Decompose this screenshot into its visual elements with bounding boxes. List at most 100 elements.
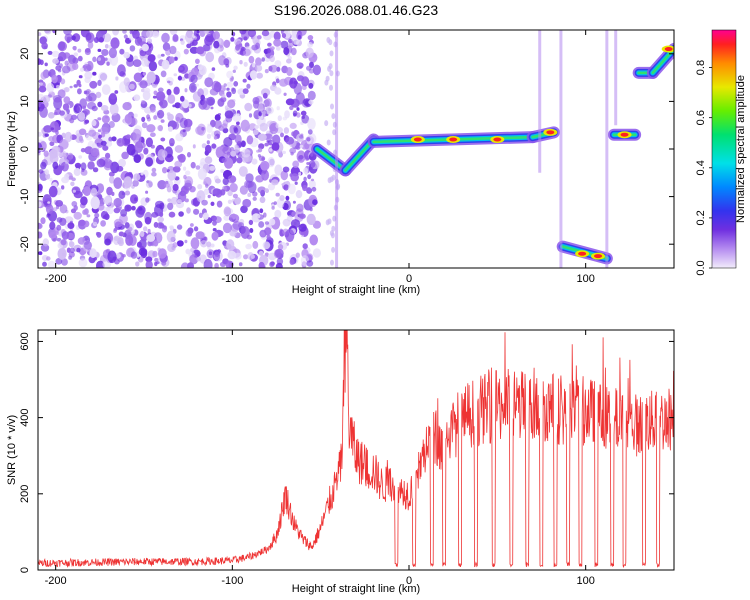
noise-blob — [114, 90, 119, 94]
noise-blob — [187, 227, 194, 234]
noise-blob — [126, 205, 130, 211]
noise-blob — [270, 256, 275, 261]
noise-blob — [146, 124, 156, 133]
noise-blob — [61, 185, 65, 190]
noise-blob — [141, 43, 149, 52]
noise-blob — [113, 228, 118, 232]
noise-blob — [214, 251, 220, 258]
noise-blob — [82, 64, 92, 72]
noise-blob — [64, 87, 70, 93]
spectrogram-noise — [38, 30, 341, 268]
noise-blob — [123, 51, 130, 59]
noise-blob — [205, 34, 215, 42]
noise-blob — [77, 88, 82, 95]
noise-blob — [292, 110, 298, 117]
noise-blob — [73, 205, 78, 211]
noise-blob — [63, 52, 71, 59]
noise-blob — [98, 134, 102, 139]
noise-blob — [306, 65, 312, 71]
noise-blob — [176, 224, 183, 230]
noise-blob — [261, 169, 269, 181]
snr-ticks: -200 -100 0 100 0 200 400 600 — [19, 330, 674, 587]
noise-blob — [80, 162, 87, 171]
noise-blob — [196, 252, 200, 257]
noise-blob — [160, 70, 167, 78]
noise-blob — [43, 150, 49, 157]
noise-blob — [160, 53, 165, 57]
noise-blob — [122, 102, 132, 111]
noise-blob — [214, 178, 221, 184]
noise-blob — [277, 244, 284, 250]
noise-blob — [56, 237, 62, 242]
noise-blob — [146, 116, 151, 122]
noise-blob — [47, 201, 51, 204]
noise-blob — [280, 40, 289, 49]
noise-blob — [48, 91, 55, 98]
noise-blob — [326, 139, 331, 146]
noise-blob — [38, 32, 42, 37]
noise-blob — [172, 104, 176, 108]
noise-blob — [122, 30, 127, 34]
noise-blob — [78, 258, 88, 268]
noise-blob — [307, 35, 314, 41]
noise-blob — [169, 138, 175, 147]
noise-blob — [204, 77, 214, 88]
noise-blob — [191, 67, 199, 77]
noise-blob — [312, 199, 318, 206]
noise-blob — [227, 199, 232, 204]
noise-blob — [195, 58, 200, 64]
noise-blob — [156, 91, 166, 101]
noise-blob — [309, 207, 313, 212]
noise-blob — [46, 82, 55, 93]
noise-blob — [73, 211, 82, 220]
noise-blob — [299, 144, 304, 148]
noise-blob — [47, 112, 55, 119]
noise-blob — [113, 197, 122, 208]
noise-blob — [201, 199, 208, 206]
noise-blob — [157, 125, 163, 131]
noise-blob — [324, 120, 329, 127]
noise-blob — [178, 67, 183, 71]
noise-blob — [72, 189, 76, 193]
noise-blob — [222, 222, 232, 234]
noise-blob — [261, 57, 266, 62]
noise-blob — [205, 144, 212, 154]
noise-blob — [97, 117, 102, 121]
noise-blob — [100, 210, 109, 220]
snr-series-line — [38, 330, 674, 569]
noise-blob — [144, 216, 152, 225]
noise-blob — [306, 213, 316, 225]
noise-blob — [251, 158, 258, 165]
noise-blob — [258, 221, 265, 228]
noise-blob — [274, 87, 282, 95]
noise-blob — [177, 75, 182, 81]
noise-blob — [290, 151, 294, 156]
noise-blob — [51, 74, 58, 84]
noise-blob — [151, 167, 157, 173]
noise-blob — [64, 131, 73, 143]
noise-blob — [229, 183, 238, 193]
noise-blob — [172, 166, 181, 173]
noise-blob — [211, 80, 221, 92]
noise-blob — [264, 227, 272, 236]
noise-blob — [178, 211, 184, 217]
noise-blob — [108, 136, 113, 142]
noise-blob — [289, 259, 295, 265]
noise-blob — [116, 138, 125, 147]
noise-blob — [212, 31, 220, 40]
noise-blob — [145, 260, 153, 268]
noise-blob — [238, 43, 243, 47]
noise-blob — [302, 184, 308, 192]
noise-blob — [307, 174, 312, 180]
noise-blob — [73, 84, 78, 88]
noise-blob — [212, 188, 221, 196]
noise-blob — [69, 220, 73, 226]
noise-blob — [102, 260, 111, 268]
noise-blob — [185, 248, 191, 255]
noise-blob — [279, 78, 288, 87]
noise-blob — [169, 45, 177, 55]
noise-blob — [73, 52, 79, 57]
noise-blob — [151, 211, 159, 218]
noise-blob — [85, 32, 92, 41]
noise-blob — [266, 234, 271, 240]
